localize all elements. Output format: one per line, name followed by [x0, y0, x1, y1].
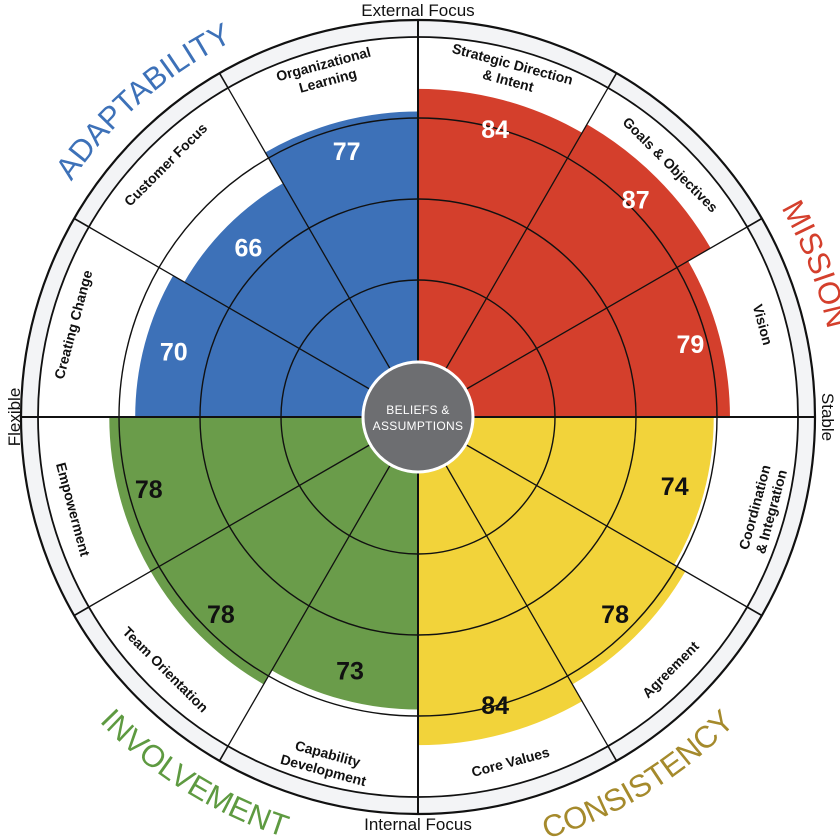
score-value: 73 — [336, 658, 364, 686]
band-divider — [607, 72, 618, 89]
band-divider — [218, 745, 229, 762]
band-divider — [73, 606, 90, 617]
center-label-line1: BELIEFS & — [386, 403, 449, 417]
score-wedge — [135, 275, 370, 417]
band-divider — [73, 217, 90, 228]
sector-divider — [445, 87, 609, 369]
score-value: 78 — [601, 601, 629, 629]
sector-divider — [466, 444, 748, 608]
score-value: 78 — [207, 601, 235, 629]
score-wedge — [446, 124, 711, 390]
score-value: 74 — [661, 473, 689, 501]
center-hub: BELIEFS & ASSUMPTIONS — [361, 360, 475, 474]
grid — [21, 20, 815, 814]
score-value: 84 — [481, 116, 509, 144]
band-divider — [607, 745, 618, 762]
axis-label-top: External Focus — [361, 1, 474, 20]
sector-divider — [88, 226, 370, 390]
score-value: 70 — [160, 339, 188, 367]
axis-label-bottom: Internal Focus — [364, 815, 472, 834]
band-divider — [218, 72, 229, 89]
score-wedge — [150, 445, 390, 685]
score-value: 66 — [235, 234, 263, 262]
score-labels: 84 87 79 74 78 84 73 78 78 70 66 77 — [135, 116, 704, 720]
sector-divider — [227, 87, 391, 369]
score-wedges — [109, 88, 730, 746]
band-divider — [746, 217, 763, 228]
score-wedge — [418, 465, 583, 746]
score-value: 87 — [622, 186, 650, 214]
axis-label-left: Flexible — [5, 388, 24, 447]
index-label-group: Coordination& Integration — [736, 463, 790, 555]
score-wedge — [265, 111, 418, 369]
score-wedge — [466, 417, 714, 565]
score-value: 77 — [333, 138, 361, 166]
sector-divider — [466, 226, 748, 390]
score-wedge — [271, 465, 418, 710]
score-value: 84 — [481, 692, 509, 720]
axis-label-right: Stable — [818, 393, 837, 441]
score-wedge — [109, 417, 370, 572]
score-wedge — [418, 88, 583, 369]
center-circle — [361, 360, 475, 474]
center-label-line2: ASSUMPTIONS — [373, 419, 464, 433]
score-value: 79 — [676, 331, 704, 359]
score-wedge — [184, 183, 390, 389]
score-wedge — [466, 261, 730, 417]
score-value: 78 — [135, 476, 163, 504]
sector-divider — [445, 465, 609, 747]
sector-divider — [88, 444, 370, 608]
sector-divider — [227, 465, 391, 747]
band-divider — [746, 606, 763, 617]
score-wedge — [446, 445, 686, 685]
